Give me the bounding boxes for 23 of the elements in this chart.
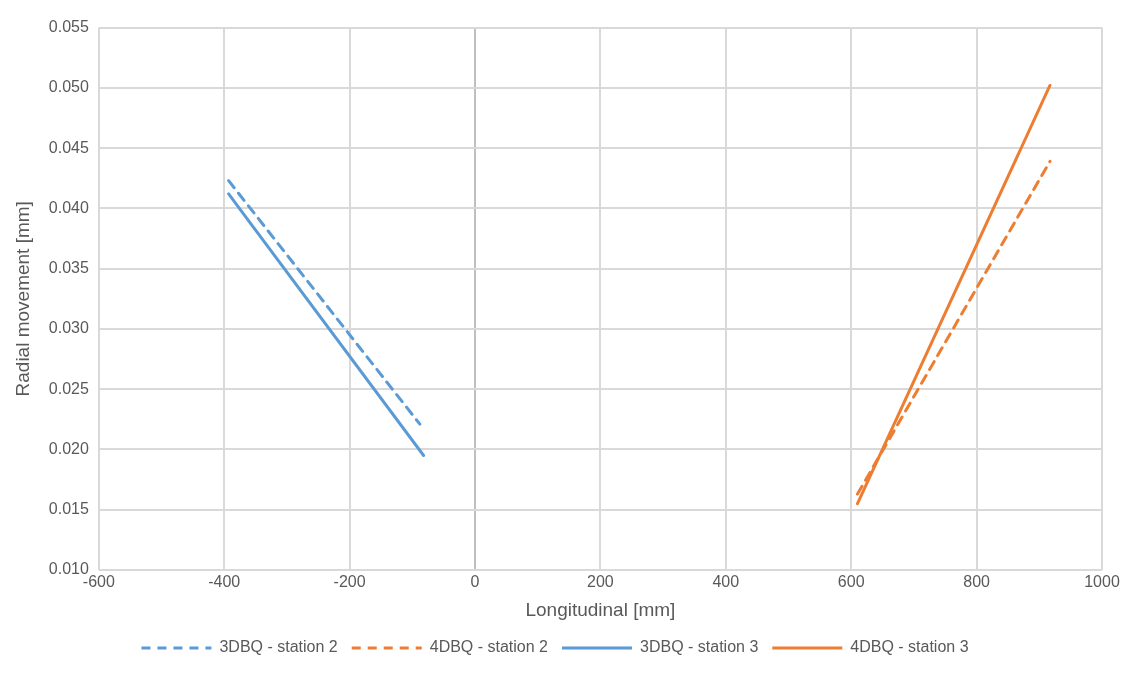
- x-tick-label: 400: [712, 573, 740, 591]
- x-tick-label: 1000: [1084, 573, 1120, 591]
- legend-label: 4DBQ - station 2: [429, 638, 549, 656]
- legend-label: 3DBQ - station 3: [640, 638, 759, 656]
- legend-label: 3DBQ - station 2: [219, 638, 338, 656]
- x-tick-label: -200: [333, 573, 366, 591]
- y-tick-label: 0.020: [48, 439, 89, 457]
- y-tick-label: 0.045: [48, 138, 89, 156]
- x-tick-label: -400: [208, 573, 241, 591]
- y-tick-label: 0.040: [48, 198, 89, 216]
- legend-label: 4DBQ - station 3: [850, 638, 969, 656]
- x-tick-label: 600: [837, 573, 865, 591]
- y-tick-label: 0.035: [48, 259, 89, 277]
- x-tick-label: 0: [470, 573, 480, 591]
- y-tick-label: 0.055: [48, 18, 89, 36]
- y-tick-label: 0.015: [48, 500, 89, 518]
- y-tick-label: 0.050: [48, 78, 89, 96]
- y-tick-label: 0.030: [48, 319, 89, 337]
- y-tick-label: 0.025: [48, 379, 89, 397]
- x-axis-title: Longitudinal [mm]: [525, 598, 676, 620]
- x-tick-label: 200: [587, 573, 614, 591]
- x-tick-label: 800: [963, 573, 991, 591]
- y-axis-title: Radial movement [mm]: [11, 201, 33, 397]
